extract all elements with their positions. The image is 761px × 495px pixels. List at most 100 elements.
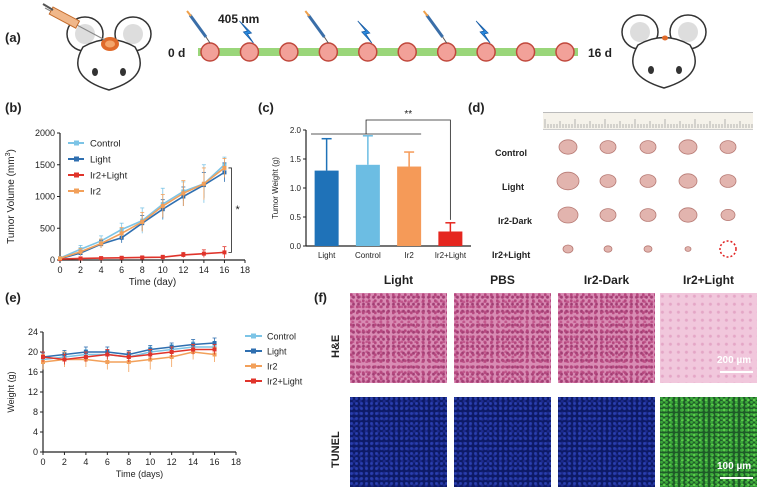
- tumor-volume-chart: 0 500 1000 1500 2000 0 2 4 6 8 10 12 14 16 18 Time (day…: [5, 128, 250, 288]
- legend-marker: [251, 378, 256, 384]
- panel-d-label: (d): [468, 100, 485, 115]
- syringe-plunger: [304, 10, 311, 17]
- tumor-sample: [639, 140, 657, 154]
- legend-label: Light: [267, 347, 287, 357]
- legend-marker: [251, 363, 256, 369]
- syringe-plunger: [186, 10, 192, 17]
- x-tick-label: 12: [178, 265, 188, 275]
- x-axis-label: Time (days): [116, 469, 163, 479]
- legend-marker: [74, 140, 79, 146]
- mouse-right-body: [632, 36, 696, 89]
- y-tick-label: 0.5: [290, 213, 302, 222]
- data-point: [83, 355, 88, 359]
- tumor-sample: [556, 171, 580, 191]
- photo-row-ir2light: Ir2+Light: [492, 250, 531, 260]
- x-tick-label: 0: [40, 457, 45, 467]
- y-tick-label: 500: [40, 223, 55, 233]
- tumor-sample: [719, 140, 737, 154]
- scale-he-text: 200 µm: [717, 355, 752, 366]
- tumor-sample: [603, 245, 613, 253]
- lightning-icon: [239, 20, 254, 44]
- syringe-icon: [42, 3, 106, 41]
- tumor-sample: [557, 206, 579, 224]
- legend-label: Ir2: [267, 362, 278, 372]
- significance-bracket: [365, 119, 451, 220]
- legend-marker: [251, 348, 256, 354]
- scale-tunel-bar: [720, 477, 753, 479]
- data-point: [41, 355, 45, 359]
- timeline-graphic: 0 d 16 d 405 nm: [168, 10, 612, 62]
- x-tick-label: 6: [105, 457, 110, 467]
- tumor-weight-chart: 0.0 0.5 1.0 1.5 2.0 Tumor Weight (g) Light Cont…: [271, 109, 471, 260]
- tunel-light-image: [350, 397, 447, 487]
- x-tick-label: 2: [62, 457, 67, 467]
- tumor-sample: [643, 245, 653, 253]
- x-tick-label: 16: [210, 457, 220, 467]
- x-tick-label: 8: [126, 457, 131, 467]
- mouse-left-illustration: [42, 3, 152, 91]
- legend-marker: [251, 333, 256, 339]
- data-point: [222, 250, 227, 255]
- timeline-start-label: 0 d: [168, 46, 185, 60]
- x-tick-label: 6: [119, 265, 124, 275]
- significance-bracket: [228, 167, 232, 253]
- photo-row-ir2dark: Ir2-Dark: [498, 216, 533, 226]
- tumor-sample: [558, 139, 578, 155]
- legend-label: Light: [90, 155, 111, 166]
- y-tick-label: 1.5: [290, 155, 302, 164]
- timeline-node: [279, 42, 299, 62]
- y-tick-label: 24: [28, 327, 38, 337]
- he-light-image: [350, 293, 447, 383]
- significance-mark: **: [404, 109, 412, 120]
- photo-row-control: Control: [495, 148, 527, 158]
- lightning-icon: [357, 20, 373, 44]
- y-tick-label: 2.0: [290, 126, 302, 135]
- data-point: [212, 341, 217, 345]
- timeline-node: [318, 42, 339, 62]
- x-tick-label: 4: [83, 457, 88, 467]
- legend-label: Control: [90, 139, 121, 150]
- timeline-node: [358, 42, 378, 62]
- data-point: [126, 355, 131, 359]
- data-point: [212, 347, 217, 352]
- x-tick-label: 0: [57, 265, 62, 275]
- legend-marker: [74, 172, 79, 178]
- x-tick-label: 14: [188, 457, 198, 467]
- data-point: [140, 219, 145, 224]
- legend-label: Control: [267, 332, 296, 342]
- syringe-icon: [186, 10, 211, 44]
- data-point: [58, 256, 62, 261]
- wavelength-label: 405 nm: [218, 12, 259, 26]
- he-ir2dark-image: [558, 293, 655, 383]
- x-tick-label: 8: [140, 265, 145, 275]
- y-tick-label: 1500: [35, 160, 55, 170]
- timeline-node: [436, 42, 457, 62]
- timeline-node: [515, 42, 536, 62]
- bar: [314, 170, 339, 246]
- photo-row-light: Light: [502, 182, 524, 192]
- x-tick-label: 10: [145, 457, 155, 467]
- y-axis-label: Weight (g): [6, 371, 16, 412]
- x-tick-label: 16: [219, 265, 229, 275]
- data-point: [181, 252, 186, 257]
- lightning-icon: [475, 20, 491, 44]
- syringe-needle: [205, 36, 211, 44]
- histo-col-light: Light: [383, 273, 414, 287]
- syringe-body: [188, 14, 208, 38]
- stain-he-label: H&E: [330, 334, 342, 358]
- histo-col-ir2dark: Ir2-Dark: [583, 273, 630, 287]
- tumor-sample: [678, 139, 698, 155]
- tumor-sample: [599, 174, 617, 188]
- x-axis-label: Time (day): [129, 277, 176, 288]
- scale-he-bar: [720, 371, 753, 373]
- y-axis-label: Tumor Weight (g): [271, 157, 280, 219]
- tumor-sample: [678, 173, 698, 189]
- y-tick-label: 4: [33, 427, 38, 437]
- y-tick-label: 12: [28, 387, 38, 397]
- y-tick-label: 0: [33, 447, 38, 457]
- tumor-photo: Control Light Ir2-Dark Ir2+Light: [488, 110, 756, 268]
- x-tick-label: 14: [199, 265, 209, 275]
- timeline-bar: [198, 48, 578, 56]
- bar: [397, 166, 422, 246]
- timeline-node: [239, 42, 260, 62]
